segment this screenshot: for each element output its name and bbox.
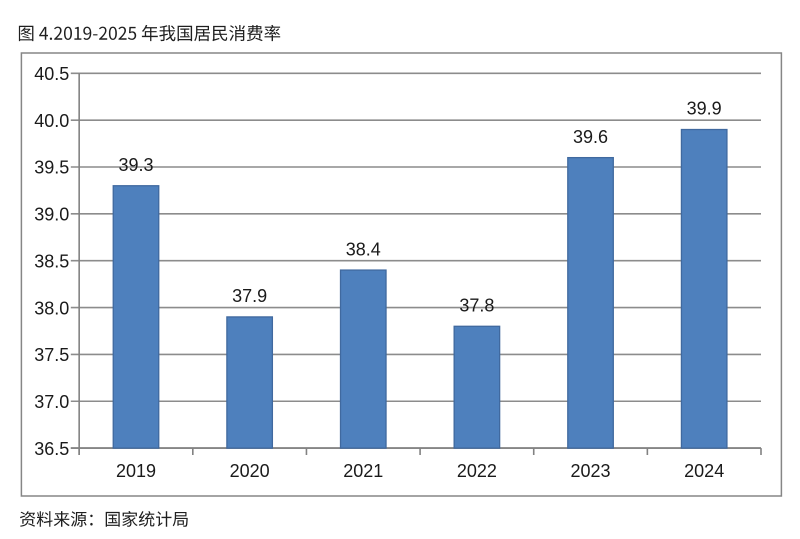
svg-text:38.5: 38.5 (34, 251, 69, 271)
svg-text:37.8: 37.8 (459, 295, 494, 315)
svg-text:37.0: 37.0 (34, 392, 69, 412)
svg-text:2024: 2024 (684, 461, 724, 481)
svg-text:36.5: 36.5 (34, 439, 69, 459)
svg-text:39.0: 39.0 (34, 205, 69, 225)
svg-text:38.0: 38.0 (34, 298, 69, 318)
svg-text:39.3: 39.3 (118, 155, 153, 175)
svg-text:2023: 2023 (571, 461, 611, 481)
svg-text:2021: 2021 (343, 461, 383, 481)
svg-text:40.5: 40.5 (34, 64, 69, 84)
svg-text:2020: 2020 (230, 461, 270, 481)
svg-text:40.0: 40.0 (34, 111, 69, 131)
svg-text:39.9: 39.9 (687, 99, 722, 119)
svg-text:39.5: 39.5 (34, 158, 69, 178)
svg-text:37.5: 37.5 (34, 345, 69, 365)
svg-text:2022: 2022 (457, 461, 497, 481)
svg-text:2019: 2019 (116, 461, 156, 481)
svg-text:39.6: 39.6 (573, 127, 608, 147)
svg-text:38.4: 38.4 (346, 239, 381, 259)
svg-text:37.9: 37.9 (232, 286, 267, 306)
